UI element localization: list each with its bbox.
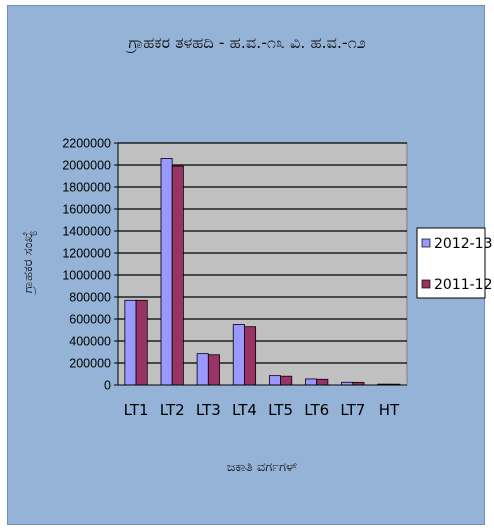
y-tick-label: 600000 — [69, 313, 111, 327]
bar-lt4-2012-13 — [232, 324, 245, 386]
x-tick-label-lt1: LT1 — [124, 401, 149, 419]
y-tick-label: 2000000 — [62, 159, 111, 173]
bars — [124, 157, 401, 386]
y-axis-ticks: 0 200000 400000 600000 800000 1000000 1200000 1… — [62, 137, 118, 393]
y-tick-label: 0 — [104, 379, 111, 393]
x-tick-label-lt4: LT4 — [232, 401, 257, 419]
y-tick-label: 1000000 — [62, 269, 111, 283]
chart-title: ಗ್ರಾಹಕರ ತಳಹದಿ - ಹ.ವ.-೧೩ ವಿ. ಹ.ವ.-೧೨ — [125, 33, 366, 54]
legend-swatch-2012-13 — [421, 238, 431, 248]
bar-lt5-2012-13 — [268, 375, 281, 386]
bar-lt3-2012-13 — [196, 353, 209, 386]
y-axis-title: ಗ್ರಾಹಕರ ಸಂಖ್ಯೆ — [21, 231, 37, 296]
x-axis-labels: LT1 LT2 LT3 LT4 LT5 LT6 LT7 HT — [124, 401, 400, 419]
x-tick-label-lt6: LT6 — [304, 401, 329, 419]
x-tick-label-lt7: LT7 — [340, 401, 365, 419]
x-axis-title: ಜಕಾತಿ ವರ್ಗಗಳ್ — [227, 460, 298, 475]
x-tick-label-lt3: LT3 — [196, 401, 221, 419]
x-tick-label-lt5: LT5 — [268, 401, 293, 419]
y-tick-label: 200000 — [69, 357, 111, 371]
bar-lt2-2011-12 — [171, 165, 184, 386]
y-tick-label: 400000 — [69, 335, 111, 349]
bar-lt5-2011-12 — [280, 375, 293, 386]
y-tick-label: 1400000 — [62, 225, 111, 239]
x-tick-label-lt2: LT2 — [160, 401, 185, 419]
legend-label-2012-13: 2012-13 — [434, 236, 493, 252]
y-tick-label: 1200000 — [62, 247, 111, 261]
bar-lt4-2011-12 — [244, 326, 257, 386]
bar-lt3-2011-12 — [207, 354, 220, 386]
bar-lt6-2011-12 — [316, 378, 329, 386]
bar-lt1-2012-13 — [124, 299, 137, 386]
y-tick-label: 800000 — [69, 291, 111, 305]
x-tick-label-ht: HT — [379, 401, 400, 419]
legend-label-2011-12: 2011-12 — [434, 277, 493, 293]
bar-lt6-2012-13 — [305, 378, 318, 386]
legend-swatch-2011-12 — [421, 279, 431, 289]
y-tick-label: 2200000 — [62, 137, 111, 151]
bar-lt1-2011-12 — [135, 299, 148, 386]
y-tick-label: 1600000 — [62, 203, 111, 217]
legend: 2012-13 2011-12 — [416, 227, 493, 299]
y-tick-label: 1800000 — [62, 181, 111, 195]
bar-lt2-2012-13 — [160, 157, 173, 386]
